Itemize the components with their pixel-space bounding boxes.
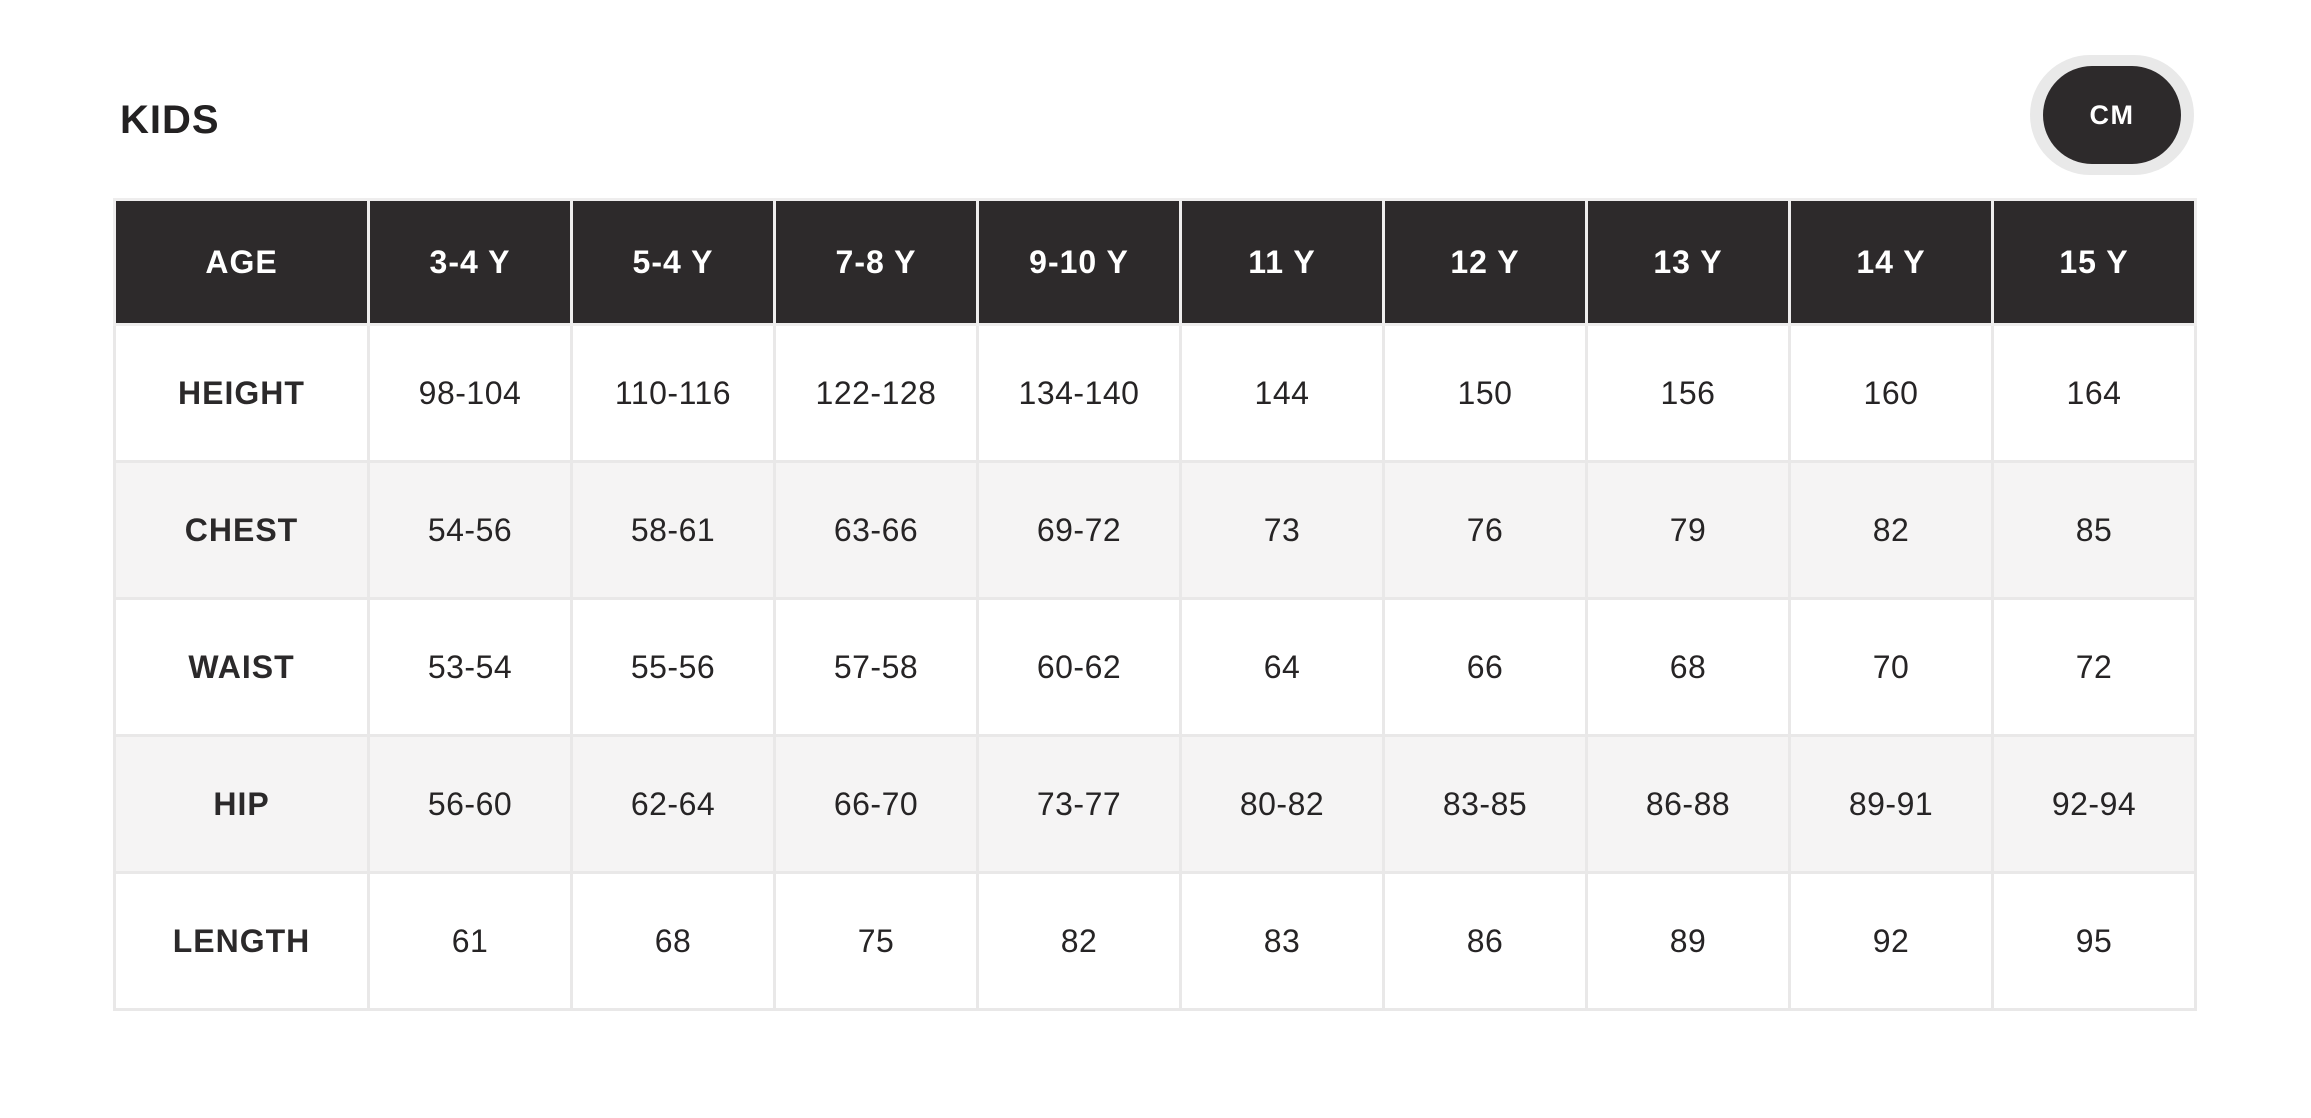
row-label-hip: HIP <box>113 734 370 874</box>
table-cell: 83-85 <box>1382 734 1588 874</box>
table-row-height: HEIGHT 98-104 110-116 122-128 134-140 14… <box>113 323 2197 463</box>
table-cell: 86-88 <box>1585 734 1791 874</box>
table-cell: 63-66 <box>773 460 979 600</box>
unit-toggle-label: CM <box>2089 99 2135 130</box>
table-row-chest: CHEST 54-56 58-61 63-66 69-72 73 76 79 8… <box>113 460 2197 600</box>
table-cell: 73 <box>1179 460 1385 600</box>
table-cell: 75 <box>773 871 979 1011</box>
table-cell: 64 <box>1179 597 1385 737</box>
table-cell: 68 <box>1585 597 1791 737</box>
column-header-3-4y: 3-4 Y <box>367 198 573 326</box>
row-label-length: LENGTH <box>113 871 370 1011</box>
table-cell: 55-56 <box>570 597 776 737</box>
table-cell: 54-56 <box>367 460 573 600</box>
row-label-waist: WAIST <box>113 597 370 737</box>
page-title: KIDS <box>120 98 220 142</box>
table-cell: 89 <box>1585 871 1791 1011</box>
column-header-13y: 13 Y <box>1585 198 1791 326</box>
table-cell: 70 <box>1788 597 1994 737</box>
table-cell: 69-72 <box>976 460 1182 600</box>
column-header-7-8y: 7-8 Y <box>773 198 979 326</box>
table-cell: 85 <box>1991 460 2197 600</box>
table-cell: 58-61 <box>570 460 776 600</box>
table-cell: 66 <box>1382 597 1588 737</box>
table-cell: 79 <box>1585 460 1791 600</box>
table-cell: 98-104 <box>367 323 573 463</box>
column-header-12y: 12 Y <box>1382 198 1588 326</box>
table-cell: 53-54 <box>367 597 573 737</box>
table-cell: 68 <box>570 871 776 1011</box>
table-cell: 60-62 <box>976 597 1182 737</box>
table-cell: 95 <box>1991 871 2197 1011</box>
row-label-height: HEIGHT <box>113 323 370 463</box>
table-cell: 134-140 <box>976 323 1182 463</box>
table-cell: 150 <box>1382 323 1588 463</box>
table-cell: 83 <box>1179 871 1385 1011</box>
unit-toggle-pill: CM <box>2043 66 2181 164</box>
table-cell: 144 <box>1179 323 1385 463</box>
table-cell: 92 <box>1788 871 1994 1011</box>
table-cell: 89-91 <box>1788 734 1994 874</box>
table-cell: 110-116 <box>570 323 776 463</box>
table-row-waist: WAIST 53-54 55-56 57-58 60-62 64 66 68 7… <box>113 597 2197 737</box>
table-cell: 56-60 <box>367 734 573 874</box>
table-cell: 92-94 <box>1991 734 2197 874</box>
column-header-11y: 11 Y <box>1179 198 1385 326</box>
row-label-chest: CHEST <box>113 460 370 600</box>
table-cell: 73-77 <box>976 734 1182 874</box>
column-header-9-10y: 9-10 Y <box>976 198 1182 326</box>
table-cell: 160 <box>1788 323 1994 463</box>
kids-size-table: AGE 3-4 Y 5-4 Y 7-8 Y 9-10 Y 11 Y 12 Y 1… <box>113 198 2197 1011</box>
table-cell: 164 <box>1991 323 2197 463</box>
table-cell: 82 <box>976 871 1182 1011</box>
table-cell: 76 <box>1382 460 1588 600</box>
table-cell: 72 <box>1991 597 2197 737</box>
table-cell: 57-58 <box>773 597 979 737</box>
column-header-14y: 14 Y <box>1788 198 1994 326</box>
table-cell: 61 <box>367 871 573 1011</box>
table-cell: 122-128 <box>773 323 979 463</box>
table-row-hip: HIP 56-60 62-64 66-70 73-77 80-82 83-85 … <box>113 734 2197 874</box>
unit-toggle-button[interactable]: CM <box>2030 55 2194 175</box>
table-cell: 66-70 <box>773 734 979 874</box>
table-cell: 86 <box>1382 871 1588 1011</box>
table-cell: 80-82 <box>1179 734 1385 874</box>
table-cell: 156 <box>1585 323 1791 463</box>
table-header-row: AGE 3-4 Y 5-4 Y 7-8 Y 9-10 Y 11 Y 12 Y 1… <box>113 198 2197 326</box>
table-cell: 62-64 <box>570 734 776 874</box>
table-row-length: LENGTH 61 68 75 82 83 86 89 92 95 <box>113 871 2197 1011</box>
table-cell: 82 <box>1788 460 1994 600</box>
column-header-15y: 15 Y <box>1991 198 2197 326</box>
column-header-5-4y: 5-4 Y <box>570 198 776 326</box>
column-header-age: AGE <box>113 198 370 326</box>
